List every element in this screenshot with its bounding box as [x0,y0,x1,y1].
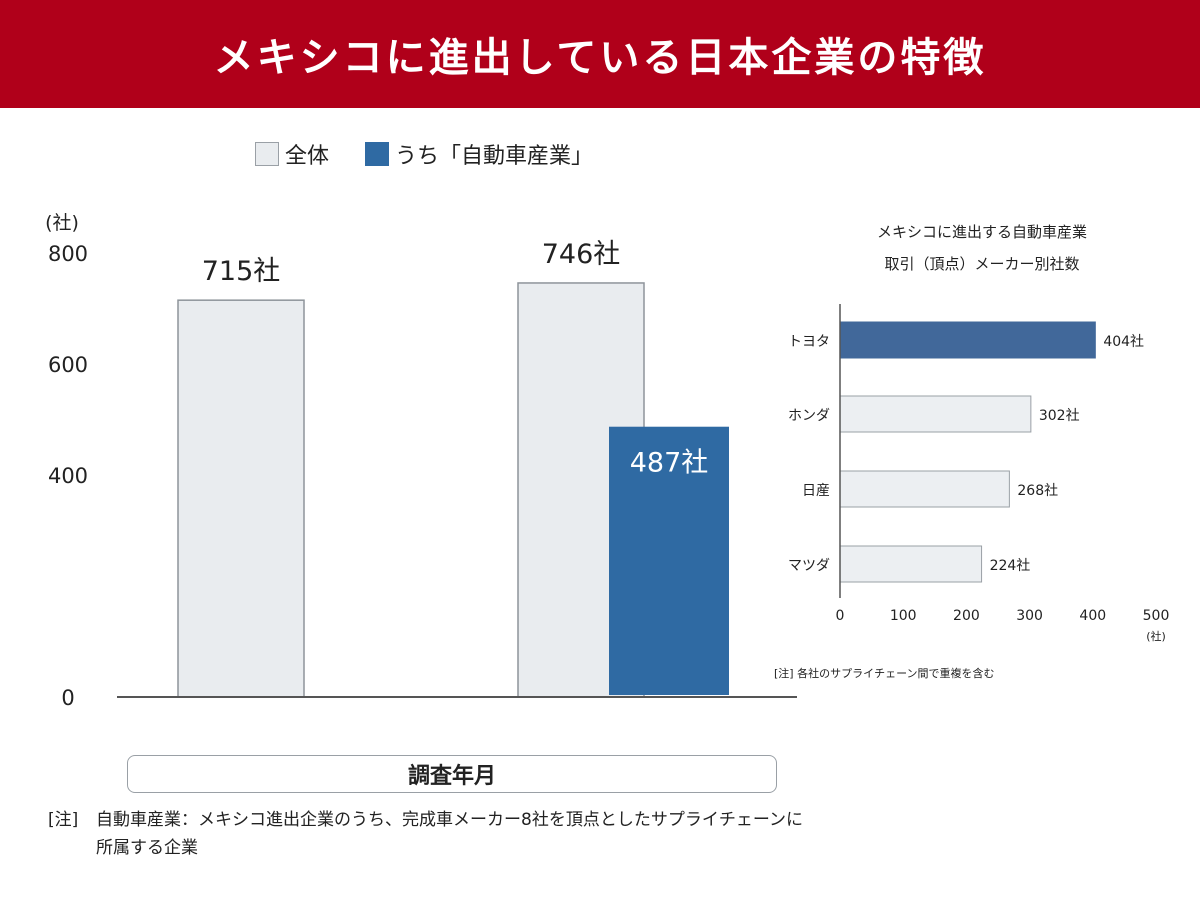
bar-all-label-0: 715社 [202,256,281,287]
side-chart-subtitle: 取引（頂点）メーカー別社数 [884,255,1079,273]
page-header: メキシコに進出している日本企業の特徴 [0,0,1200,108]
bar-auto-label-1: 487社 [630,448,709,479]
legend-item-all: 全体 [255,138,329,170]
side-category-label-1: ホンダ [788,408,830,424]
side-category-label-0: トヨタ [788,334,830,350]
legend-label-all: 全体 [285,144,330,169]
side-x-tick-label-2: 200 [953,608,980,624]
side-category-label-2: 日産 [802,483,830,499]
y-tick-label-2: 600 [48,353,88,377]
main-footnote: [注] 自動車産業：メキシコ進出企業のうち、完成車メーカー8社を頂点としたサプライ… [48,806,803,862]
side-bar-3 [839,545,983,583]
legend-item-auto: うち「自動車産業」 [365,138,593,170]
side-x-tick-label-1: 100 [890,608,917,624]
side-chart-title: メキシコに進出する自動車産業 [877,223,1087,241]
x-axis-title-box: 調査年月 [127,755,777,793]
footnote-line-2: 所属する企業 [96,838,198,858]
side-bar-label-1: 302社 [1039,408,1080,424]
side-bar-1 [839,395,1032,433]
side-x-axis-unit: (社) [1146,629,1166,643]
bar-auto-1 [609,426,729,695]
x-axis-title: 調査年月 [407,764,496,789]
y-axis-unit: (社) [45,212,79,234]
legend-swatch-auto [365,142,390,166]
side-bar-label-3: 224社 [990,558,1031,574]
footnote-tag: [注] [48,810,79,830]
page-title: メキシコに進出している日本企業の特徴 [213,35,987,81]
side-bar-label-2: 268社 [1017,483,1058,499]
side-x-tick-label-3: 300 [1016,608,1043,624]
side-x-tick-label-5: 500 [1143,608,1170,624]
bar-all-0 [177,299,305,698]
side-category-label-3: マツダ [788,558,830,574]
side-x-tick-label-0: 0 [836,608,845,624]
main-bar-chart: (社)0400600800715社2018年7月746社2025年3月487社 [45,212,797,710]
side-bar-0 [839,321,1096,359]
side-bar-label-0: 404社 [1103,334,1144,350]
y-tick-label-3: 800 [48,242,88,266]
legend-swatch-all [255,142,279,166]
bar-all-label-1: 746社 [542,239,621,270]
legend-label-auto: うち「自動車産業」 [395,144,594,169]
chart-legend: 全体 うち「自動車産業」 [255,138,629,170]
y-tick-label-0: 0 [61,686,74,710]
side-footnote: [注] 各社のサプライチェーン間で重複を含む [774,666,995,680]
side-bar-2 [839,470,1010,508]
y-tick-label-1: 400 [48,464,88,488]
side-x-tick-label-4: 400 [1079,608,1106,624]
footnote-line-1: 自動車産業：メキシコ進出企業のうち、完成車メーカー8社を頂点としたサプライチェー… [96,810,803,830]
